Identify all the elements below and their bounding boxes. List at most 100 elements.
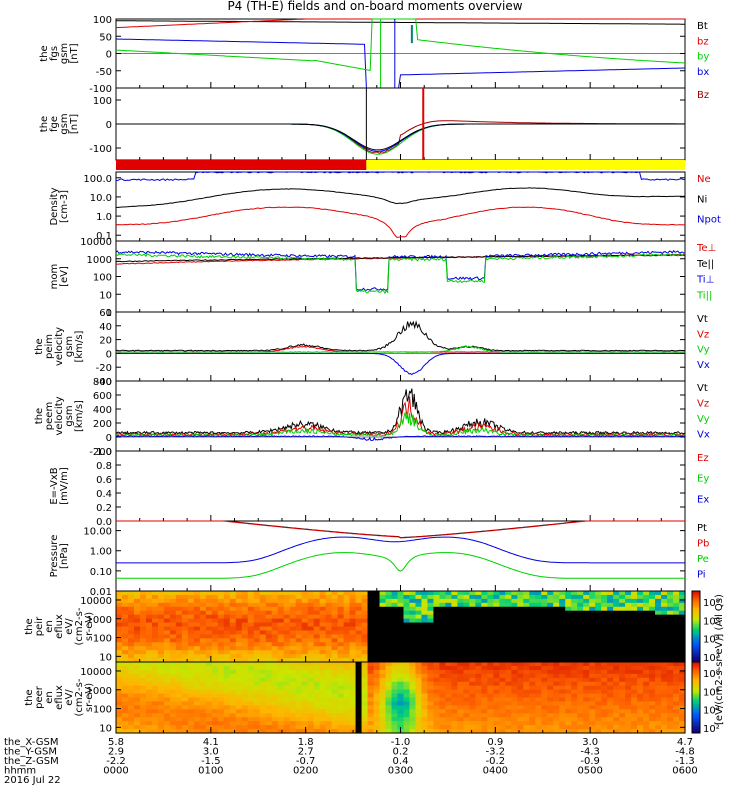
spectrogram-cell	[457, 725, 464, 730]
spectrogram-cell	[271, 642, 279, 647]
spectrogram-cell	[325, 685, 333, 691]
spectrogram-cell	[343, 713, 351, 718]
spectrogram-cell	[493, 638, 500, 643]
spectrogram-cell	[511, 614, 518, 620]
spectrogram-cell	[487, 606, 494, 612]
spectrogram-cell	[493, 689, 500, 695]
spectrogram-cell	[631, 606, 638, 612]
spectrogram-cell	[469, 650, 476, 655]
spectrogram-cell	[361, 697, 369, 703]
spectrogram-cell	[457, 729, 464, 734]
ylabel: peir	[34, 616, 45, 636]
spectrogram-cell	[499, 717, 506, 722]
spectrogram-cell	[313, 721, 321, 726]
spectrogram-cell	[367, 717, 375, 722]
spectrogram-cell	[229, 673, 237, 679]
spectrogram-cell	[295, 689, 303, 695]
spectrogram-cell	[175, 618, 183, 624]
spectrogram-cell	[241, 725, 249, 730]
spectrogram-cell	[116, 721, 123, 726]
spectrogram-cell	[331, 662, 339, 667]
colorbar-cell	[692, 621, 700, 625]
spectrogram-cell	[145, 662, 153, 667]
spectrogram-cell	[355, 630, 363, 635]
series-peem-Vy	[115, 412, 686, 437]
spectrogram-cell	[409, 650, 417, 655]
spectrogram-cell	[511, 709, 518, 714]
spectrogram-cell	[505, 721, 512, 726]
spectrogram-cell	[583, 713, 590, 718]
spectrogram-cell	[397, 594, 405, 600]
spectrogram-cell	[337, 654, 345, 659]
spectrogram-cell	[229, 610, 237, 616]
xaxis-row-label: the_Z-GSM	[4, 756, 59, 767]
spectrogram-cell	[391, 634, 399, 639]
spectrogram-cell	[235, 701, 243, 706]
spectrogram-cell	[679, 610, 686, 616]
spectrogram-cell	[349, 697, 357, 703]
spectrogram-cell	[619, 630, 626, 635]
spectrogram-cell	[571, 606, 578, 612]
spectrogram-cell	[499, 650, 506, 655]
spectrogram-cell	[289, 669, 297, 675]
spectrogram-cell	[439, 638, 447, 643]
spectrogram-cell	[415, 634, 423, 639]
spectrogram-cell	[301, 662, 309, 667]
spectrogram-cell	[427, 614, 435, 620]
spectrogram-cell	[529, 591, 536, 596]
spectrogram-cell	[679, 681, 686, 687]
spectrogram-cell	[643, 622, 650, 628]
spectrogram-cell	[661, 725, 668, 730]
spectrogram-cell	[649, 709, 656, 714]
spectrogram-cell	[277, 689, 285, 695]
spectrogram-cell	[613, 705, 620, 710]
spectrogram-cell	[361, 594, 369, 600]
colorbar-cell	[692, 716, 700, 720]
spectrogram-cell	[193, 614, 201, 620]
spectrogram-cell	[373, 642, 381, 647]
xaxis-value: 0500	[577, 766, 602, 777]
spectrogram-cell	[541, 662, 548, 667]
spectrogram-cell	[253, 591, 261, 596]
spectrogram-cell	[571, 665, 578, 671]
spectrogram-cell	[439, 598, 447, 604]
spectrogram-cell	[415, 705, 423, 710]
spectrogram-cell	[283, 646, 291, 651]
colorbar-cell	[692, 602, 700, 606]
spectrogram-cell	[367, 729, 375, 734]
spectrogram-cell	[589, 677, 596, 683]
spectrogram-cell	[487, 646, 494, 651]
spectrogram-cell	[463, 725, 470, 730]
spectrogram-cell	[259, 717, 267, 722]
spectrogram-cell	[565, 725, 572, 730]
spectrogram-cell	[463, 689, 470, 695]
spectrogram-cell	[595, 673, 602, 679]
spectrogram-cell	[247, 614, 255, 620]
spectrogram-cell	[445, 709, 453, 714]
spectrogram-cell	[223, 705, 231, 710]
spectrogram-cell	[523, 642, 530, 647]
spectrogram-cell	[589, 642, 596, 647]
spectrogram-cell	[367, 650, 375, 655]
spectrogram-cell	[535, 650, 542, 655]
ylabel: eflux	[54, 614, 65, 639]
spectrogram-cell	[151, 630, 159, 635]
spectrogram-cell	[193, 689, 201, 695]
spectrogram-cell	[595, 638, 602, 643]
spectrogram-cell	[535, 729, 542, 734]
spectrogram-cell	[445, 677, 453, 683]
spectrogram-cell	[187, 642, 195, 647]
spectrogram-cell	[193, 705, 201, 710]
spectrogram-cell	[565, 614, 572, 620]
spectrogram-cell	[373, 725, 381, 730]
series-Ti-par	[115, 253, 686, 295]
spectrogram-cell	[241, 729, 249, 734]
spectrogram-cell	[247, 654, 255, 659]
spectrogram-cell	[397, 713, 405, 718]
spectrogram-cell	[475, 729, 482, 734]
spectrogram-cell	[355, 729, 363, 734]
spectrogram-cell	[439, 626, 447, 632]
spectrogram-cell	[187, 705, 195, 710]
spectrogram-cell	[367, 614, 375, 620]
spectrogram-cell	[277, 677, 285, 683]
